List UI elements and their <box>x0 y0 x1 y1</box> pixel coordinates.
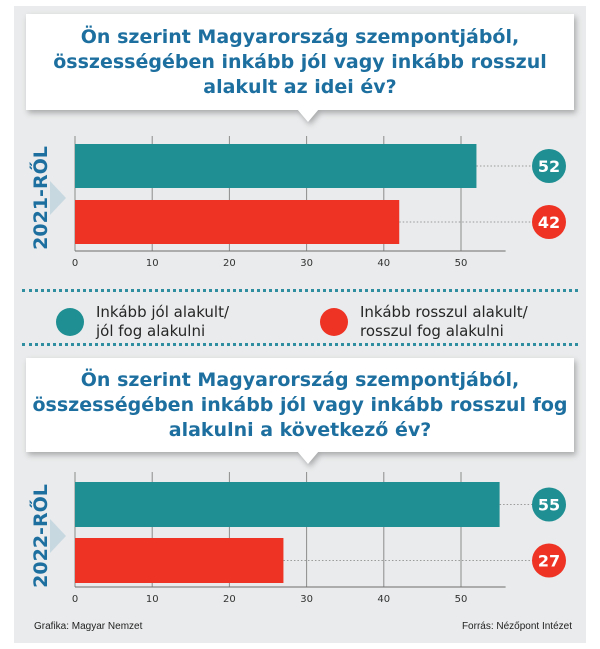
legend-good-line-1: Inkább jól alakult/ <box>96 303 230 321</box>
chart-2021-value-label-1: 52 <box>538 157 560 176</box>
legend-item-bad: Inkább rosszul alakult/ rosszul fog alak… <box>320 303 528 341</box>
divider-top <box>22 289 578 292</box>
chart-2021-tick-label-10: 10 <box>146 258 159 269</box>
legend-bad-line-2: rosszul fog alakulni <box>360 322 504 340</box>
question-2021-line-2: összességében inkább jól vagy inkább ros… <box>53 50 547 73</box>
question-bubble-tail-2021 <box>297 109 319 122</box>
divider-bottom <box>22 343 578 346</box>
legend-bad-line-1: Inkább rosszul alakult/ <box>360 303 528 321</box>
chart-2022-tick-label-40: 40 <box>377 594 390 605</box>
infographic-frame: Ön szerint Magyarország szempontjából, ö… <box>14 6 586 643</box>
chart-2022-period-label: 2022-RŐL <box>28 484 52 588</box>
chart-2021-value-circle-2 <box>532 205 566 239</box>
chart-2022-bar-2 <box>75 538 284 583</box>
chart-2021-tick-label-0: 0 <box>72 258 78 269</box>
legend-dot-bad <box>320 308 348 336</box>
question-2022-line-3: alakulni a következő év? <box>168 418 432 441</box>
credit-graphic: Grafika: Magyar Nemzet <box>34 621 143 632</box>
chart-2021-bar-1 <box>75 144 477 188</box>
chart-2022-tick-label-30: 30 <box>300 594 313 605</box>
chart-2022-value-circle-2 <box>532 543 566 578</box>
legend-label-good: Inkább jól alakult/ jól fog alakulni <box>96 303 229 341</box>
chart-2021-value-label-2: 42 <box>538 213 560 232</box>
chart-2021-bar-2 <box>75 200 400 244</box>
chart-2021-pointer-arrow-icon <box>50 181 66 215</box>
chart-2021-value-circle-1 <box>532 149 566 183</box>
question-2021-line-3: alakult az idei év? <box>203 75 397 98</box>
chart-2022-value-circle-1 <box>532 487 566 522</box>
chart-2022-value-label-2: 27 <box>538 552 560 571</box>
credit-source: Forrás: Nézőpont Intézet <box>461 621 572 632</box>
question-2022-line-1: Ön szerint Magyarország szempontjából, <box>80 368 520 391</box>
chart-2022-pointer-arrow-icon <box>50 519 66 553</box>
chart-2022-tick-label-20: 20 <box>223 594 236 605</box>
chart-2022-bar-1 <box>75 482 500 527</box>
chart-2022-value-label-1: 55 <box>538 496 560 515</box>
chart-2021-tick-label-40: 40 <box>377 258 390 269</box>
legend-dot-good <box>56 308 84 336</box>
question-2022-line-2: összességében inkább jól vagy inkább ros… <box>32 393 568 416</box>
question-bubble-2021: Ön szerint Magyarország szempontjából, ö… <box>26 14 574 122</box>
chart-2021-tick-label-30: 30 <box>300 258 313 269</box>
question-2021-line-1: Ön szerint Magyarország szempontjából, <box>80 25 520 48</box>
chart-2022-tick-label-10: 10 <box>146 594 159 605</box>
chart-2022-tick-label-50: 50 <box>455 594 468 605</box>
legend-label-bad: Inkább rosszul alakult/ rosszul fog alak… <box>360 303 528 341</box>
question-box-2022: Ön szerint Magyarország szempontjából, ö… <box>26 358 574 452</box>
legend-good-line-2: jól fog alakulni <box>96 322 206 340</box>
chart-2021-tick-label-20: 20 <box>223 258 236 269</box>
question-bubble-tail-2022 <box>297 451 319 464</box>
bar-chart-2022: 55 27 0 10 20 30 40 50 2022-RŐL <box>28 472 566 605</box>
chart-2021-tick-label-50: 50 <box>455 258 468 269</box>
question-bubble-2022: Ön szerint Magyarország szempontjából, ö… <box>26 358 574 464</box>
bar-chart-2021: 52 42 0 10 20 30 40 50 2021-RŐL <box>28 136 566 269</box>
legend-item-good: Inkább jól alakult/ jól fog alakulni <box>56 303 229 341</box>
question-box-2021: Ön szerint Magyarország szempontjából, ö… <box>26 14 574 110</box>
chart-2022-tick-label-0: 0 <box>72 594 78 605</box>
chart-2021-period-label: 2021-RŐL <box>28 146 52 250</box>
